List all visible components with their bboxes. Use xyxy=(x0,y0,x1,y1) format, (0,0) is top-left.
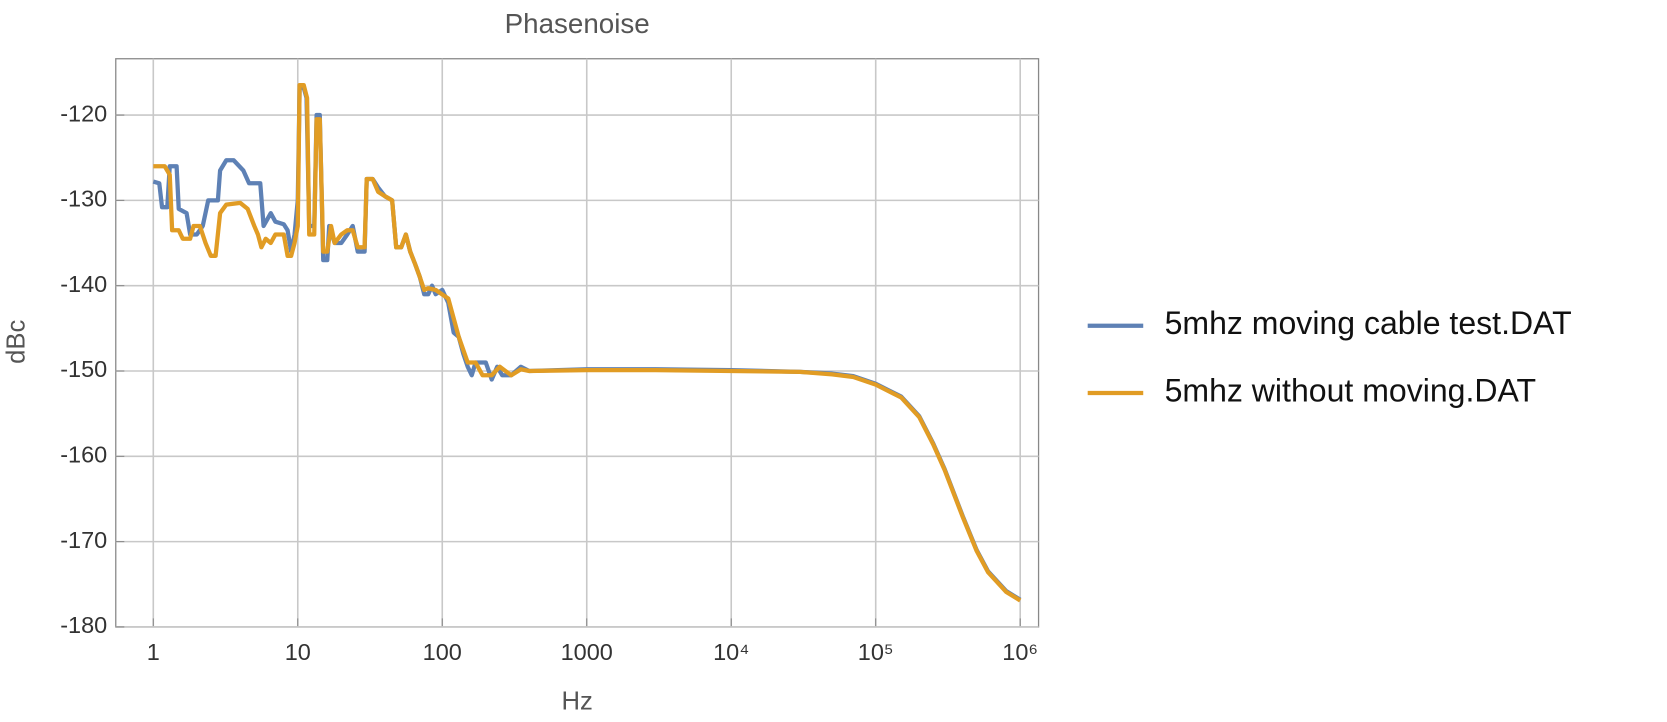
y-axis-label: dBc xyxy=(2,320,30,364)
y-tick-label: -160 xyxy=(60,442,107,468)
legend-label: 5mhz without moving.DAT xyxy=(1165,373,1536,409)
x-tick-label: 10⁵ xyxy=(858,639,894,665)
x-axis-label: Hz xyxy=(562,688,593,716)
x-tick-label: 10⁴ xyxy=(713,639,749,665)
y-tick-label: -170 xyxy=(60,527,107,553)
x-tick-label: 10⁶ xyxy=(1002,639,1038,665)
series-line xyxy=(153,83,1022,603)
y-tick-label: -150 xyxy=(60,356,107,382)
x-tick-label: 1 xyxy=(147,639,160,665)
legend-label: 5mhz moving cable test.DAT xyxy=(1165,305,1572,341)
x-tick-label: 10 xyxy=(285,639,311,665)
x-tick-label: 1000 xyxy=(561,639,613,665)
y-tick-label: -130 xyxy=(60,186,107,212)
y-tick-label: -140 xyxy=(60,271,107,297)
y-tick-label: -120 xyxy=(60,100,107,126)
plot-frame xyxy=(115,58,1040,628)
y-tick-label: -180 xyxy=(60,612,107,638)
x-tick-label: 100 xyxy=(423,639,462,665)
chart-title: Phasenoise xyxy=(505,8,650,39)
